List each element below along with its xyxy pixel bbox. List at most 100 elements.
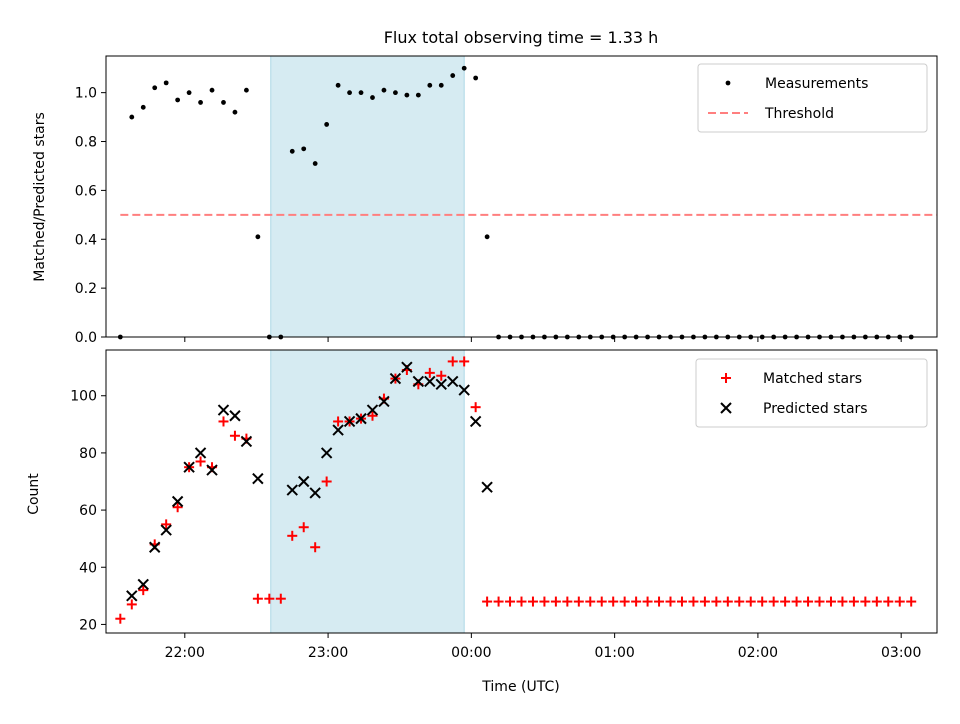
- matched-star-marker: [172, 502, 183, 513]
- matched-star-marker: [505, 596, 516, 607]
- marker-stroke: [469, 415, 482, 428]
- matched-star-marker: [722, 596, 733, 607]
- axes-frame: [105, 55, 938, 338]
- predicted-star-marker: [206, 464, 218, 476]
- predicted-star-marker: [309, 487, 321, 499]
- y-tick-label: 0.8: [75, 135, 97, 151]
- matched-star-marker: [367, 410, 378, 421]
- matched-star-marker: [195, 456, 206, 467]
- matched-star-marker: [734, 596, 745, 607]
- matched-star-marker: [596, 596, 607, 607]
- y-tick-label: 80: [79, 446, 97, 462]
- measurement-point: [140, 104, 146, 110]
- measurement-point: [473, 75, 479, 81]
- marker-stroke: [309, 487, 321, 499]
- predicted-star-marker: [366, 404, 379, 416]
- y-tick-label: 0.2: [75, 281, 97, 297]
- predicted-star-marker: [435, 378, 447, 391]
- measurement-point: [438, 82, 444, 88]
- matched-star-marker: [619, 596, 630, 607]
- matched-star-marker: [310, 542, 321, 553]
- predicted-star-marker: [412, 375, 425, 388]
- y-tick-label: 1.0: [75, 86, 97, 102]
- measurement-point: [324, 122, 330, 127]
- matched-star-marker: [436, 370, 447, 381]
- predicted-star-marker: [286, 484, 298, 496]
- matched-star-marker: [527, 596, 538, 607]
- predicted-star-marker: [137, 578, 149, 591]
- y-tick-label: 40: [79, 560, 97, 576]
- predicted-star-marker: [481, 481, 493, 493]
- predicted-star-marker: [126, 590, 138, 602]
- marker-stroke: [217, 404, 230, 416]
- measurement-point: [255, 234, 261, 240]
- legend-label: Matched stars: [763, 371, 862, 387]
- matched-star-marker: [493, 596, 504, 607]
- shaded-observing-window: [270, 55, 465, 338]
- measurement-point: [198, 100, 203, 105]
- measurement-point: [381, 87, 387, 93]
- matched-star-marker: [665, 596, 676, 607]
- measurement-point: [450, 73, 456, 78]
- marker-stroke: [401, 361, 413, 373]
- marker-stroke: [160, 524, 172, 536]
- predicted-star-marker: [171, 495, 184, 508]
- measurement-point: [393, 90, 398, 96]
- measurement-point: [289, 148, 295, 154]
- predicted-star-marker: [194, 447, 207, 459]
- measurement-point: [129, 114, 135, 120]
- matched-star-marker: [321, 476, 332, 487]
- y-tick-label: 0.4: [75, 232, 97, 248]
- matched-star-marker: [562, 596, 573, 607]
- matched-star-marker: [585, 596, 596, 607]
- bottom-legend: Matched stars Predicted stars: [695, 358, 928, 428]
- marker-stroke: [149, 541, 161, 553]
- marker-stroke: [378, 395, 390, 408]
- marker-stroke: [252, 472, 264, 485]
- x-tick-label: 03:00: [881, 645, 921, 661]
- measurement-point: [209, 87, 215, 93]
- matched-star-marker: [699, 596, 710, 607]
- marker-stroke: [435, 378, 447, 391]
- marker-stroke: [171, 495, 184, 508]
- matched-star-marker: [470, 402, 481, 413]
- marker-stroke: [206, 464, 218, 476]
- measurement-point: [404, 92, 410, 98]
- matched-star-marker: [447, 356, 458, 367]
- figure-title: Flux total observing time = 1.33 h: [384, 28, 659, 47]
- legend-label: Predicted stars: [763, 401, 868, 417]
- predicted-star-marker: [160, 524, 172, 536]
- predicted-star-marker: [229, 410, 241, 422]
- measurement-point: [152, 85, 158, 91]
- matched-star-marker: [459, 356, 470, 367]
- marker-stroke: [183, 461, 195, 473]
- matched-star-marker: [161, 519, 172, 530]
- legend-box: [697, 63, 928, 133]
- marker-stroke: [229, 410, 241, 422]
- matched-star-marker: [791, 596, 802, 607]
- matched-star-marker: [218, 416, 229, 427]
- marker-stroke: [332, 424, 344, 436]
- matched-star-marker: [768, 596, 779, 607]
- predicted-star-marker: [458, 384, 470, 396]
- marker-stroke: [412, 375, 425, 388]
- measurement-point: [347, 90, 352, 96]
- x-tick-label: 01:00: [594, 645, 634, 661]
- y-tick-label: 0.6: [75, 183, 97, 199]
- matched-star-marker: [814, 596, 825, 607]
- predicted-star-marker: [149, 541, 161, 553]
- predicted-star-marker: [389, 372, 402, 385]
- matched-star-marker: [298, 522, 309, 533]
- measurement-point: [461, 65, 467, 71]
- matched-star-marker: [676, 596, 687, 607]
- measurement-point: [335, 82, 341, 88]
- predicted-star-marker: [401, 361, 413, 373]
- marker-stroke: [366, 404, 379, 416]
- matched-star-marker: [871, 596, 882, 607]
- measurement-point: [175, 97, 181, 103]
- predicted-star-marker: [298, 475, 310, 488]
- matched-star-marker: [631, 596, 642, 607]
- marker-stroke: [194, 447, 207, 459]
- predicted-star-marker: [252, 472, 264, 485]
